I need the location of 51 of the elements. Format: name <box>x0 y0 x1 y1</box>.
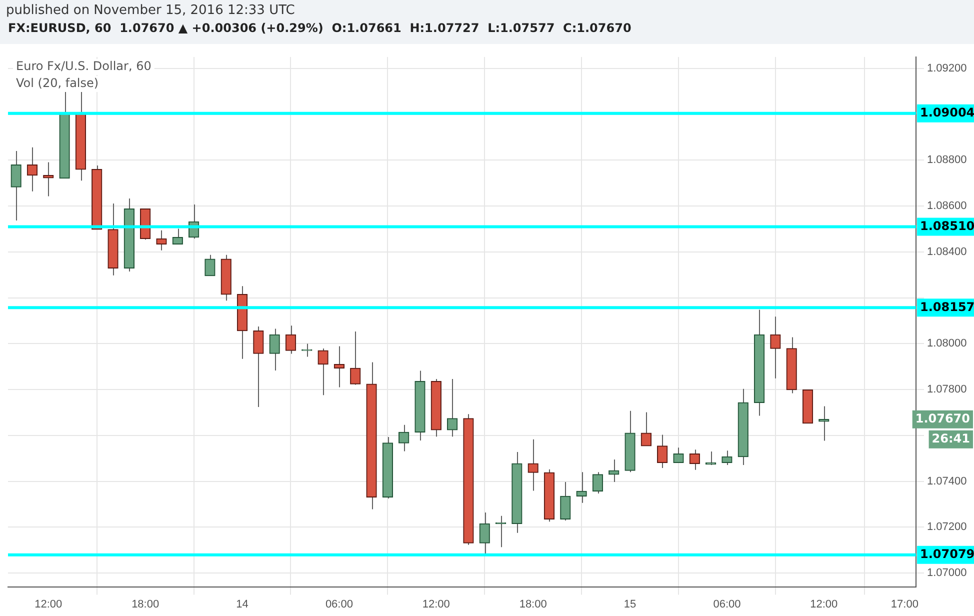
x-tick-label: 12:00 <box>34 598 62 610</box>
x-tick-label: 17:00 <box>890 598 918 610</box>
candlestick <box>318 348 328 396</box>
x-tick-label: 06:00 <box>713 598 741 610</box>
candlestick <box>608 459 620 482</box>
text: 26:41 <box>932 432 970 446</box>
chart-subtitle: FX:EURUSD, 60 1.07670 ▲ +0.00306 (+0.29%) O:1.07661 H:1.07727 L:1.07577 C:1.07670 <box>8 21 632 35</box>
candlestick <box>446 378 458 438</box>
ref-line-label: 1.07079 <box>920 547 974 562</box>
annotation: Vol (20, false) <box>16 76 99 90</box>
annotation: Euro Fx/U.S. Dollar, 60 <box>16 59 152 74</box>
candlestick <box>172 228 183 245</box>
y-tick-label: 1.08800 <box>927 154 967 166</box>
candlestick <box>705 450 716 466</box>
x-tick-label: 15 <box>624 598 636 610</box>
candlestick <box>576 472 587 504</box>
candlestick <box>560 481 571 522</box>
x-tick-label: 18:00 <box>132 598 160 610</box>
candlestick <box>334 346 345 388</box>
annotation: 1.07670 <box>915 412 970 426</box>
ref-line-label: 1.08157 <box>920 300 974 314</box>
y-tick-label: 1.07800 <box>927 384 967 396</box>
candlestick <box>818 406 830 442</box>
candlestick <box>640 412 652 446</box>
candlestick <box>528 438 538 492</box>
candlestick <box>722 450 732 466</box>
y-tick-label: 1.07200 <box>927 521 967 534</box>
candlestick <box>10 150 22 222</box>
y-tick-label: 1.07000 <box>927 567 967 580</box>
candlestick <box>269 328 280 372</box>
candlestick <box>479 512 490 554</box>
ref-line-label: 1.09004 <box>920 106 974 120</box>
y-tick-label: 1.07400 <box>927 475 967 488</box>
y-tick-label: 1.08400 <box>927 246 967 258</box>
chart-title: published on November 15, 2016 12:33 UTC <box>6 3 295 18</box>
x-tick-label: 12:00 <box>422 598 450 610</box>
candlestick <box>770 316 781 379</box>
candlestick <box>302 343 312 358</box>
x-tick-label: 14 <box>236 598 248 610</box>
x-tick-label: 12:00 <box>810 598 838 610</box>
candlestick <box>156 230 167 251</box>
candlestick <box>350 331 361 386</box>
y-tick-label: 1.08000 <box>927 338 967 350</box>
y-tick-label: 1.08600 <box>927 200 967 212</box>
x-tick-label: 06:00 <box>325 598 353 610</box>
x-tick-label: 18:00 <box>519 598 547 610</box>
y-tick-label: 1.09200 <box>927 62 967 74</box>
candlestick <box>253 326 264 408</box>
candlestick <box>398 424 410 452</box>
ref-line-label: 1.08510 <box>920 218 974 233</box>
candlestick <box>26 146 38 192</box>
